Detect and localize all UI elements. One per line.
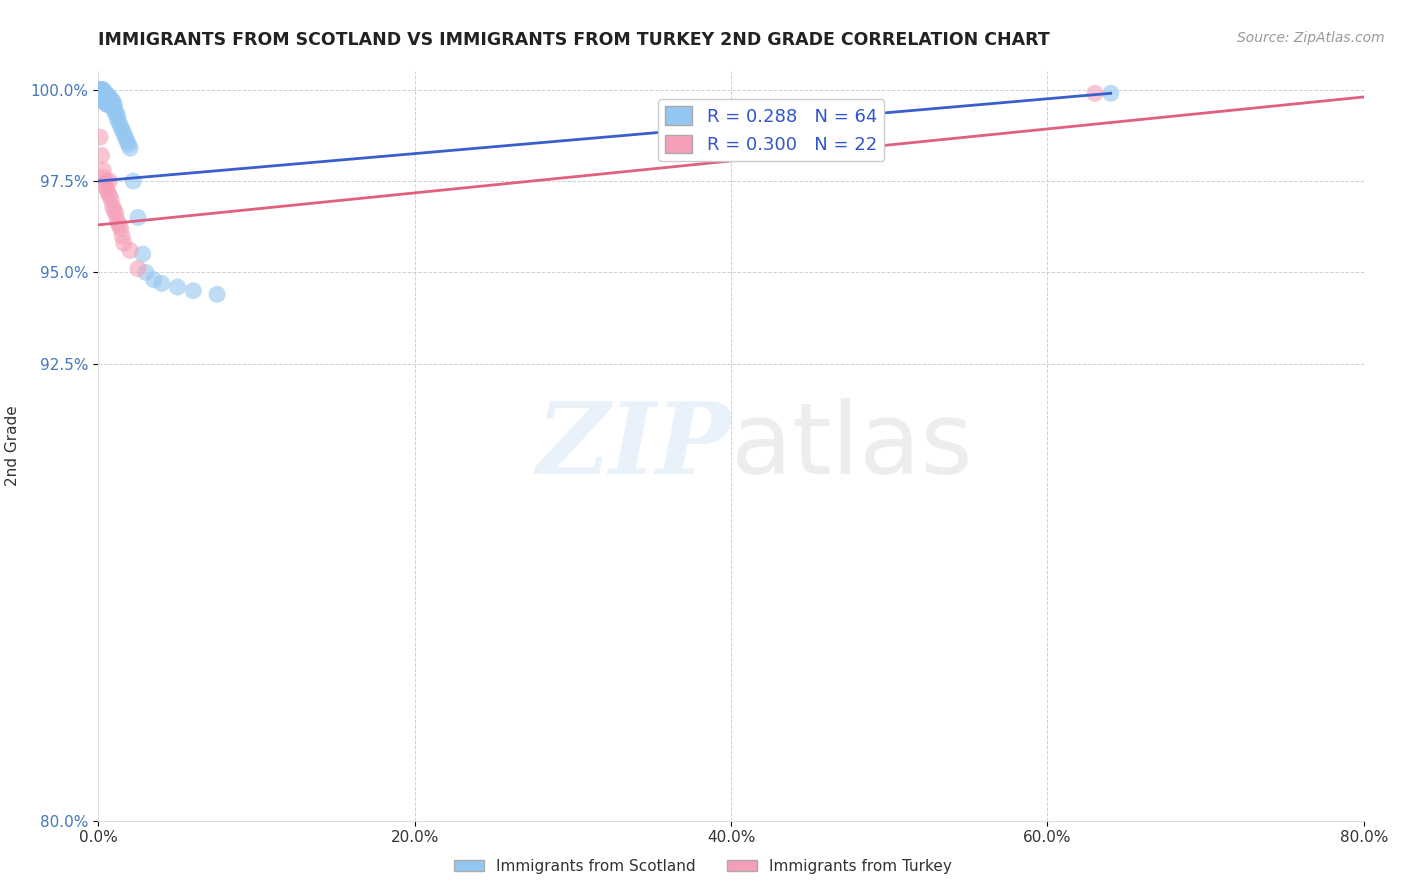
Point [120,244,141,258]
Point [93,87,117,101]
Point [89,130,111,145]
Point [127,261,149,276]
Point [90,87,112,101]
Point [1099,87,1122,101]
Point [183,284,205,298]
Point [104,104,127,119]
Point [96,90,118,104]
Point [89,87,111,101]
Point [112,236,135,251]
Point [90,87,112,101]
Legend: Immigrants from Scotland, Immigrants from Turkey: Immigrants from Scotland, Immigrants fro… [447,853,959,880]
Point [98,97,121,112]
Point [100,94,122,108]
Point [97,94,120,108]
Point [97,97,120,112]
Point [111,228,134,243]
Point [132,247,155,261]
Point [93,178,117,192]
Point [89,87,111,101]
Point [96,97,118,112]
Point [107,112,129,126]
Point [90,82,112,96]
Point [93,87,117,101]
Point [91,163,114,178]
Point [108,115,131,129]
Point [122,174,145,188]
Point [93,90,117,104]
Point [97,90,120,104]
Point [135,265,157,279]
Y-axis label: 2nd Grade: 2nd Grade [4,406,20,486]
Text: ZIP: ZIP [536,398,731,494]
Point [91,94,114,108]
Point [114,130,136,145]
Point [98,174,121,188]
Point [107,214,129,228]
Point [93,94,117,108]
Point [127,211,149,225]
Point [89,82,111,96]
Point [103,104,125,119]
Point [205,287,228,301]
Point [90,82,112,96]
Point [90,94,112,108]
Point [97,185,120,199]
Point [97,90,120,104]
Point [166,280,188,294]
Point [103,203,125,218]
Point [1084,87,1107,101]
Point [91,90,114,104]
Text: Source: ZipAtlas.com: Source: ZipAtlas.com [1237,31,1385,45]
Text: IMMIGRANTS FROM SCOTLAND VS IMMIGRANTS FROM TURKEY 2ND GRADE CORRELATION CHART: IMMIGRANTS FROM SCOTLAND VS IMMIGRANTS F… [98,31,1050,49]
Point [91,82,114,96]
Point [91,87,114,101]
Point [96,87,118,101]
Point [98,94,121,108]
Point [96,174,118,188]
Point [89,90,111,104]
Point [89,82,111,96]
Point [108,218,131,232]
Point [110,119,132,133]
Point [96,181,118,195]
Point [101,200,124,214]
Point [110,221,132,235]
Point [103,101,125,115]
Point [104,207,127,221]
Legend: R = 0.288   N = 64, R = 0.300   N = 22: R = 0.288 N = 64, R = 0.300 N = 22 [658,99,884,161]
Point [111,123,134,137]
Point [115,134,138,148]
Point [101,94,124,108]
Point [91,87,114,101]
Point [96,94,118,108]
Point [101,97,124,112]
Point [120,141,141,155]
Point [100,97,122,112]
Point [93,94,117,108]
Point [117,137,139,152]
Point [103,97,125,112]
Point [107,108,129,122]
Point [142,273,165,287]
Point [91,170,114,185]
Point [98,90,121,104]
Point [90,90,112,104]
Point [96,90,118,104]
Point [150,277,173,291]
Point [90,148,112,162]
Point [98,188,121,202]
Point [90,90,112,104]
Point [112,127,135,141]
Point [91,90,114,104]
Point [100,94,122,108]
Text: atlas: atlas [731,398,973,494]
Point [100,192,122,206]
